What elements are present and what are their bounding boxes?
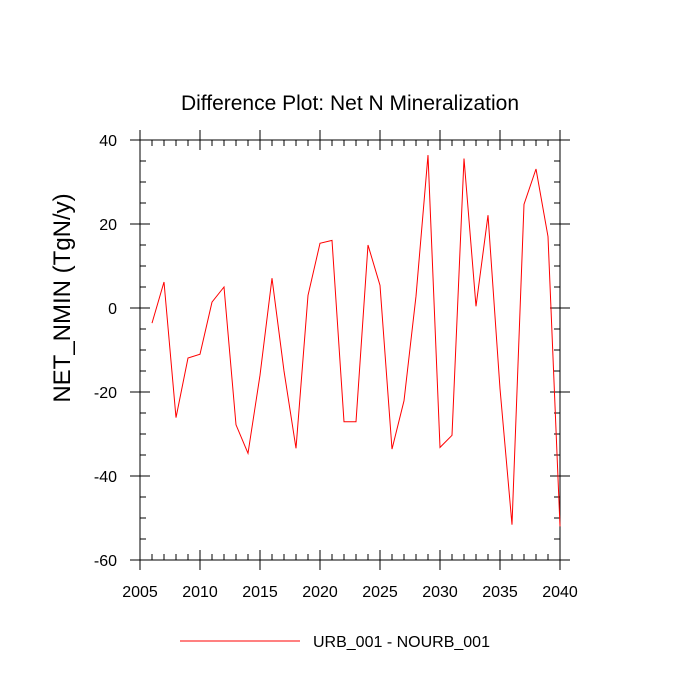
series-line-urb-minus-nourb — [151, 155, 561, 527]
y-tick-labels: -60 -40 -20 0 20 40 — [94, 133, 117, 570]
major-ticks — [130, 130, 570, 570]
x-tick-label: 2025 — [362, 584, 398, 601]
y-tick-label: -60 — [94, 553, 117, 570]
x-tick-label: 2030 — [422, 584, 458, 601]
y-tick-label: 20 — [99, 217, 117, 234]
x-tick-label: 2005 — [122, 584, 158, 601]
y-tick-label: -40 — [94, 469, 117, 486]
x-tick-labels: 2005 2010 2015 2020 2025 2030 2035 2040 — [122, 584, 578, 601]
x-tick-label: 2015 — [242, 584, 278, 601]
y-tick-label: -20 — [94, 385, 117, 402]
y-tick-label: 0 — [108, 301, 117, 318]
x-tick-label: 2020 — [302, 584, 338, 601]
x-tick-label: 2010 — [182, 584, 218, 601]
y-axis-label: NET_NMIN (TgN/y) — [49, 193, 76, 402]
minor-ticks — [140, 140, 560, 560]
chart-title: Difference Plot: Net N Mineralization — [181, 92, 519, 115]
x-tick-label: 2035 — [482, 584, 518, 601]
legend: URB_001 - NOURB_001 — [180, 634, 490, 651]
y-tick-label: 40 — [99, 133, 117, 150]
x-tick-label: 2040 — [542, 584, 578, 601]
legend-label: URB_001 - NOURB_001 — [313, 634, 490, 651]
